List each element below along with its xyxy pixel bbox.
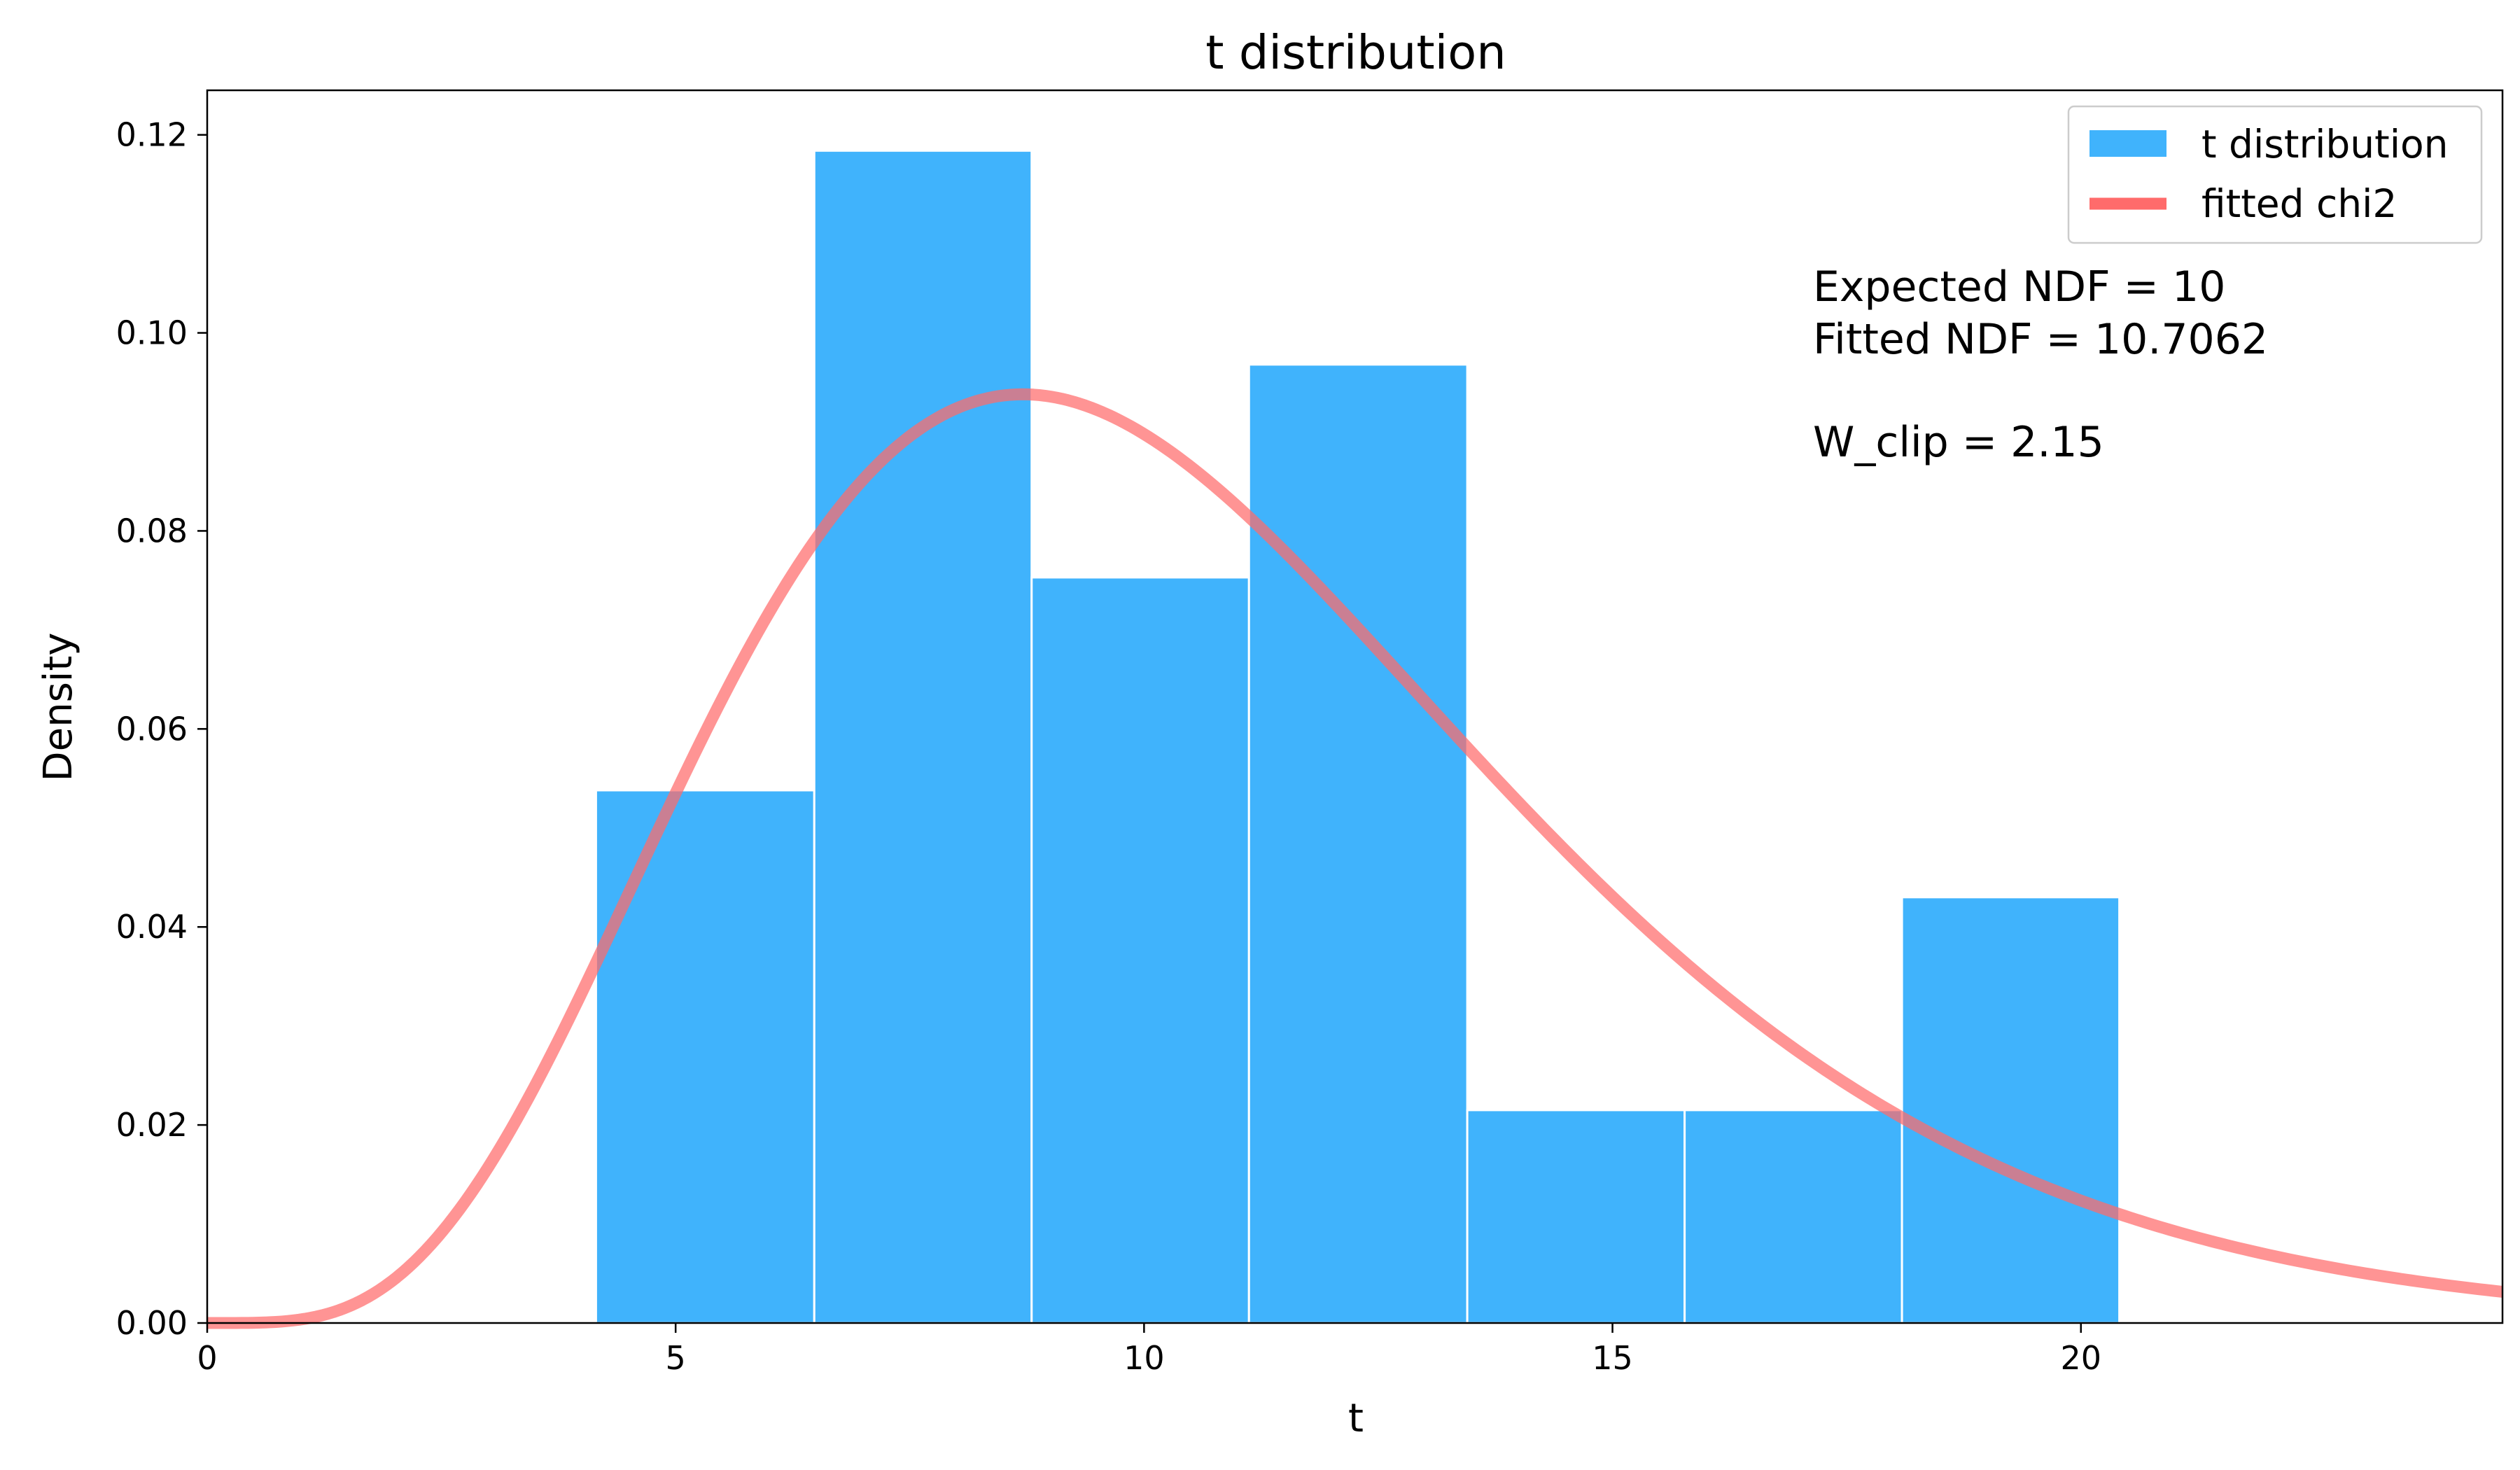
y-tick-label: 0.12 <box>116 116 188 154</box>
y-tick-label: 0.06 <box>116 710 188 748</box>
annotation-box: Expected NDF = 10 Fitted NDF = 10.7062 W… <box>1813 262 2268 467</box>
histogram-bar <box>1900 896 2121 1324</box>
x-tick-label: 5 <box>666 1339 686 1377</box>
y-axis: 0.00 0.02 0.04 0.06 0.08 0.10 0.12 <box>116 116 207 1342</box>
histogram-bar <box>1247 363 1469 1324</box>
y-tick-label: 0.08 <box>116 512 188 550</box>
y-tick-label: 0.02 <box>116 1106 188 1144</box>
legend-swatch-histogram <box>2090 130 2166 157</box>
legend-label-histogram: t distribution <box>2202 122 2448 167</box>
histogram-bar <box>1466 1109 1686 1324</box>
histogram-bar <box>1030 576 1250 1324</box>
x-tick-label: 0 <box>197 1339 217 1377</box>
legend-label-curve: fitted chi2 <box>2202 181 2397 226</box>
y-tick-label: 0.04 <box>116 908 188 946</box>
chart-title: t distribution <box>1205 25 1506 80</box>
y-axis-label: Density <box>36 633 81 782</box>
histogram-bar <box>813 149 1033 1324</box>
annotation-line: W_clip = 2.15 <box>1813 418 2104 467</box>
x-tick-label: 10 <box>1124 1339 1165 1377</box>
annotation-line: Expected NDF = 10 <box>1813 262 2225 312</box>
histogram-bar <box>594 789 816 1324</box>
legend: t distribution fitted chi2 <box>2067 105 2483 244</box>
annotation-line: Fitted NDF = 10.7062 <box>1813 315 2268 364</box>
y-tick-label: 0.10 <box>116 314 188 352</box>
plot-frame <box>206 89 2504 1324</box>
x-axis-label: t <box>1348 1396 1364 1441</box>
x-tick-label: 20 <box>2060 1339 2101 1377</box>
x-tick-label: 15 <box>1592 1339 1633 1377</box>
fitted-curve-line <box>206 388 2503 1329</box>
legend-box <box>2067 105 2483 244</box>
histogram-bars <box>594 149 2121 1324</box>
y-tick-label: 0.00 <box>116 1304 188 1342</box>
histogram-bar <box>1684 1109 1903 1324</box>
fitted-curve-group <box>206 388 2503 1329</box>
x-axis: 0 5 10 15 20 <box>197 1323 2101 1377</box>
